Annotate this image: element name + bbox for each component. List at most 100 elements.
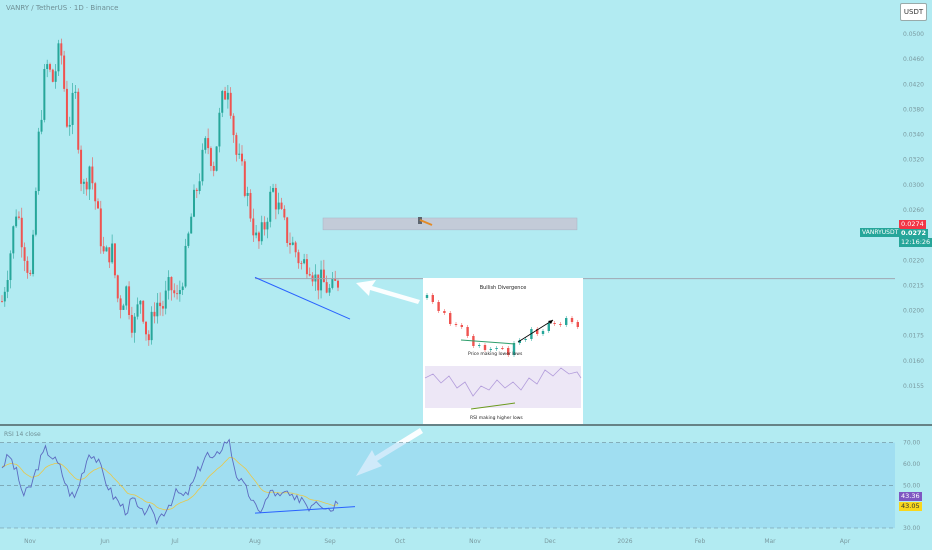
price-axis-label: 0.0320 [903, 157, 924, 164]
candle-body [184, 245, 187, 287]
bullish-divergence-inset: Bullish Divergence Price making lower lo… [423, 278, 583, 424]
candle-body [195, 189, 198, 191]
candle-body [334, 278, 337, 281]
candle-body [272, 187, 275, 192]
candle-body [51, 69, 54, 82]
candle-body [314, 274, 317, 282]
candle-body [74, 91, 77, 93]
inset-rsi-panel [425, 366, 581, 408]
white-arrow-icon [356, 280, 420, 304]
candle-body [255, 232, 258, 236]
candle-body [235, 135, 238, 155]
candle-body [128, 286, 131, 315]
candle-body [116, 275, 119, 299]
candle-body [119, 298, 122, 310]
inset-candle-body [565, 318, 568, 325]
candle-body [257, 232, 260, 242]
support-trendline[interactable] [254, 276, 351, 320]
candle-body [40, 119, 43, 132]
candle-body [68, 124, 71, 127]
candle-body [145, 321, 147, 335]
candle-body [322, 269, 325, 283]
candle-body [167, 277, 170, 291]
inset-arrow-head [548, 320, 553, 324]
inset-candle-body [478, 345, 481, 346]
inset-candle-body [460, 325, 463, 327]
price-axis-label: 0.0200 [903, 308, 924, 315]
inset-arrow [517, 319, 554, 343]
price-axis-label: 0.0380 [903, 106, 924, 113]
time-axis-label: Oct [395, 538, 406, 545]
candle-body [159, 302, 162, 307]
candle-body [246, 192, 249, 196]
candle-body [105, 247, 108, 252]
candle-body [113, 243, 116, 276]
price-axis-label: 0.0460 [903, 56, 924, 63]
time-axis-label: Sep [324, 538, 336, 545]
inset-candle-body [518, 340, 521, 343]
candle-body [243, 161, 246, 196]
inset-candle-body [570, 318, 574, 322]
candle-body [111, 243, 114, 263]
candle-body [204, 138, 207, 150]
candle-body [193, 189, 195, 217]
candle-body [289, 242, 291, 245]
candle-body [12, 226, 15, 254]
candle-body [29, 272, 32, 275]
candle-body [82, 181, 85, 184]
inset-candle-body [425, 295, 429, 298]
inset-rsi-lowline [470, 402, 516, 410]
candle-body [229, 92, 232, 116]
price-axis-label: 0.0175 [903, 333, 924, 340]
candle-body [337, 280, 339, 288]
rsi-trendline[interactable] [254, 506, 356, 514]
candle-body [94, 183, 97, 202]
candle-body [291, 242, 294, 245]
candle-body [26, 260, 29, 273]
inset-rsi-caption: RSI making higher lows [470, 416, 523, 421]
candle-body [266, 221, 269, 230]
time-axis-label: Jul [170, 538, 179, 545]
hammer-icon [418, 217, 433, 226]
time-axis-label: 2026 [617, 538, 632, 545]
candle-body [122, 305, 125, 310]
candle-body [88, 166, 91, 190]
price-axis-label: 0.0220 [903, 257, 924, 264]
candle-body [156, 302, 159, 317]
candle-body [60, 43, 63, 56]
candle-body [91, 166, 94, 184]
candle-body [108, 247, 111, 263]
candle-body [147, 334, 150, 341]
inset-candle-body [541, 331, 545, 334]
inset-candle-body [495, 348, 498, 349]
currency-button[interactable]: USDT [900, 3, 927, 21]
candle-body [3, 291, 6, 302]
inset-title: Bullish Divergence [479, 285, 527, 291]
candle-body [269, 191, 272, 222]
candle-body [99, 208, 102, 247]
candle-body [161, 306, 164, 309]
candle-body [190, 216, 193, 234]
resistance-zone[interactable] [322, 217, 578, 231]
candle-body [263, 222, 266, 230]
candle-body [32, 234, 35, 275]
candle-body [130, 314, 133, 333]
candle-body [43, 69, 46, 120]
candle-body [325, 282, 328, 293]
candle-body [9, 253, 12, 281]
candle-body [102, 246, 105, 252]
candle-body [139, 300, 142, 305]
candle-body [286, 217, 289, 243]
hammer-handle [419, 219, 433, 226]
pair-tag: VANRYUSDT [860, 228, 901, 237]
candle-body [260, 222, 263, 242]
price-axis-label: 0.0215 [903, 282, 924, 289]
candle-body [212, 165, 215, 171]
candle-body [178, 290, 181, 295]
candle-body [181, 286, 184, 291]
candle-body [17, 216, 20, 218]
inset-candle-body [576, 322, 579, 327]
candle-body [218, 112, 221, 147]
